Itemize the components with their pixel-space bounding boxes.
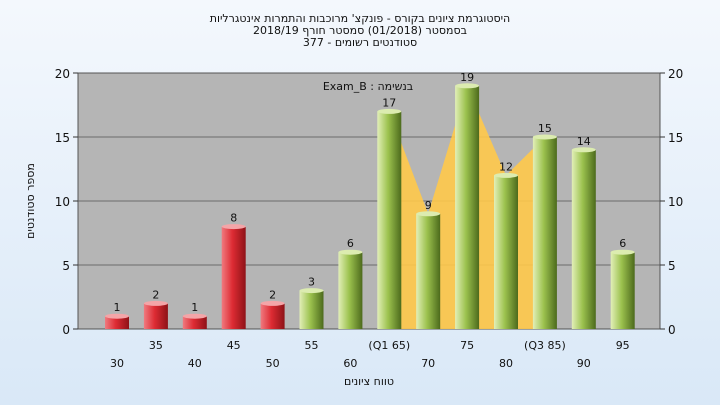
bar-value-label: 6 [619,237,626,250]
bar-top-cap [610,249,635,255]
y-tick-label: 0 [62,323,70,337]
y-tick-label: 20 [55,67,70,81]
histogram-bar [105,316,129,329]
histogram-bar [338,252,363,329]
bar-value-label: 2 [269,288,276,301]
histogram-bar [260,303,285,329]
bar-value-label: 1 [114,301,121,314]
bar-top-cap [143,300,168,306]
bar-value-label: 19 [460,71,474,84]
y-tick-label: 5 [62,259,70,273]
x-tick-label: (Q1 65) [368,339,410,352]
y-tick-label-right: 15 [668,131,683,145]
bar-value-label: 17 [382,96,396,109]
bar-value-label: 2 [152,288,159,301]
bar-top-cap [571,147,596,153]
exam-annotation: בנשימה : Exam_B [323,80,413,93]
bar-top-cap [494,172,518,178]
chart-title-line-2: בסמסטר (01/2018) סמסטר חורף 2018/19 [253,24,467,37]
bar-top-cap [455,83,480,89]
chart-title-line-1: היסטוגרמת ציונים בקורס - פונקצ' מרוכבות … [209,12,511,25]
bar-top-cap [338,249,363,255]
bar-value-label: 9 [425,199,432,212]
bar-top-cap [299,288,324,294]
y-tick-label: 10 [55,195,70,209]
histogram-bar [532,137,557,329]
bar-top-cap [105,313,129,319]
bar-top-cap [532,134,557,140]
bar-value-label: 1 [191,301,198,314]
histogram-bar [455,85,480,329]
x-tick-label: 70 [421,357,435,370]
x-tick-label: 50 [266,357,280,370]
x-tick-label: 90 [577,357,591,370]
bar-value-label: 12 [499,160,513,173]
bar-value-label: 6 [347,237,354,250]
x-tick-label: (Q3 85) [524,339,566,352]
bar-top-cap [260,300,285,306]
bar-top-cap [416,211,441,217]
y-tick-label: 15 [55,131,70,145]
y-tick-label-right: 10 [668,195,683,209]
histogram-bar [416,213,441,329]
bar-value-label: 14 [577,135,591,148]
bar-value-label: 15 [538,122,552,135]
x-axis-label: טווח ציונים [344,375,394,388]
histogram-bar [610,252,635,329]
x-tick-label: 80 [499,357,513,370]
x-tick-label: 45 [227,339,241,352]
x-tick-label: 95 [616,339,630,352]
x-tick-label: 55 [305,339,319,352]
bar-top-cap [182,313,207,319]
histogram-bar [182,316,207,329]
x-tick-label: 75 [460,339,474,352]
histogram-bar [377,111,402,330]
bar-value-label: 3 [308,276,315,289]
histogram-bar [571,149,596,329]
y-axis-label: מספר סטודנטים [24,163,37,239]
histogram-bar [494,175,518,329]
y-tick-label-right: 0 [668,323,676,337]
x-tick-label: 30 [110,357,124,370]
chart-title-line-3: סטודנטים רשומים - 377 [302,36,418,49]
y-tick-label-right: 5 [668,259,676,273]
x-tick-label: 35 [149,339,163,352]
histogram-bar [299,290,324,329]
bar-value-label: 8 [230,212,237,225]
x-tick-label: 40 [188,357,202,370]
histogram-bar [143,303,168,329]
histogram-bar [221,226,246,329]
y-tick-label-right: 20 [668,67,683,81]
bar-top-cap [221,224,246,230]
bar-top-cap [377,108,402,114]
x-tick-label: 60 [343,357,357,370]
